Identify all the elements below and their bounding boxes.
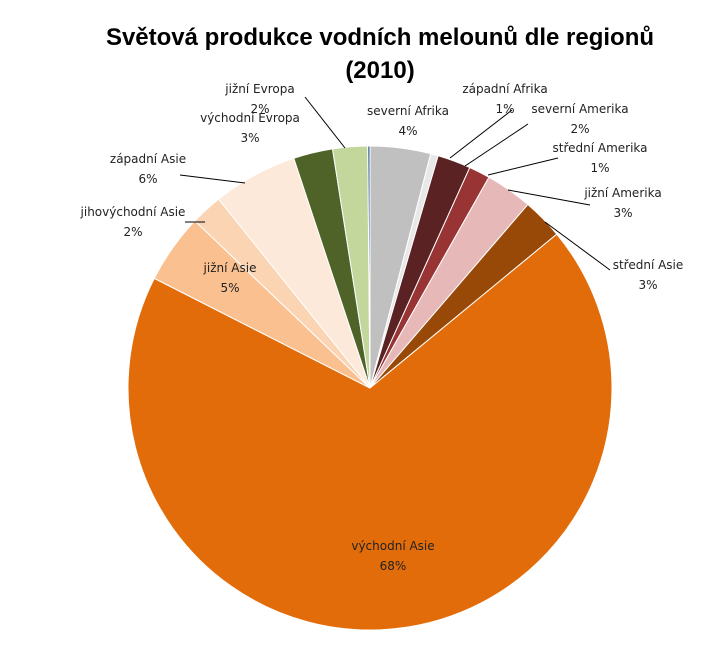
slice-label-name: východní Asie (351, 539, 434, 553)
leader-line (464, 123, 529, 167)
slice-label-percent: 3% (613, 206, 632, 220)
slice-label-percent: 68% (380, 559, 407, 573)
slice-label-name: jihovýchodní Asie (80, 205, 186, 219)
slice-label-name: jižní Asie (203, 261, 257, 275)
slice-label-name: jižní Amerika (583, 186, 661, 200)
slice-label-percent: 2% (570, 122, 589, 136)
chart-title-line1: Světová produkce vodních melounů dle reg… (106, 24, 654, 51)
slice-label-percent: 3% (638, 278, 657, 292)
slice-labels: severní Afrika 4% západní Afrika 1% severní … (80, 82, 684, 573)
slice-label-name: západní Asie (110, 152, 186, 166)
pie-slices (127, 145, 613, 631)
slice-label-percent: 6% (138, 172, 157, 186)
leader-line (449, 109, 513, 159)
leader-line (179, 174, 246, 184)
chart-title-line2: (2010) (345, 57, 414, 84)
slice-label-percent: 4% (398, 124, 417, 138)
slice-label-name: severní Amerika (531, 102, 628, 116)
slice-label-name: východní Evropa (200, 111, 300, 125)
slice-label-name: střední Asie (613, 258, 684, 272)
leader-line (487, 157, 559, 176)
leader-line (507, 189, 591, 206)
slice-label-percent: 3% (240, 131, 259, 145)
pie-slice-východní-Asie (127, 233, 613, 631)
slice-label-name: severní Afrika (367, 104, 449, 118)
pie-slice-unlabeled (367, 145, 371, 389)
leader-line (544, 221, 611, 271)
slice-label-name: západní Afrika (462, 82, 547, 96)
slice-label-percent: 2% (250, 102, 269, 116)
slice-label-percent: 1% (590, 161, 609, 175)
leader-lines (179, 96, 611, 271)
slice-label-percent: 1% (495, 102, 514, 116)
leader-line (304, 96, 346, 149)
slice-label-percent: 2% (123, 225, 142, 239)
slice-label-name: jižní Evropa (224, 82, 294, 96)
slice-label-percent: 5% (220, 281, 239, 295)
slice-label-name: střední Amerika (552, 141, 647, 155)
